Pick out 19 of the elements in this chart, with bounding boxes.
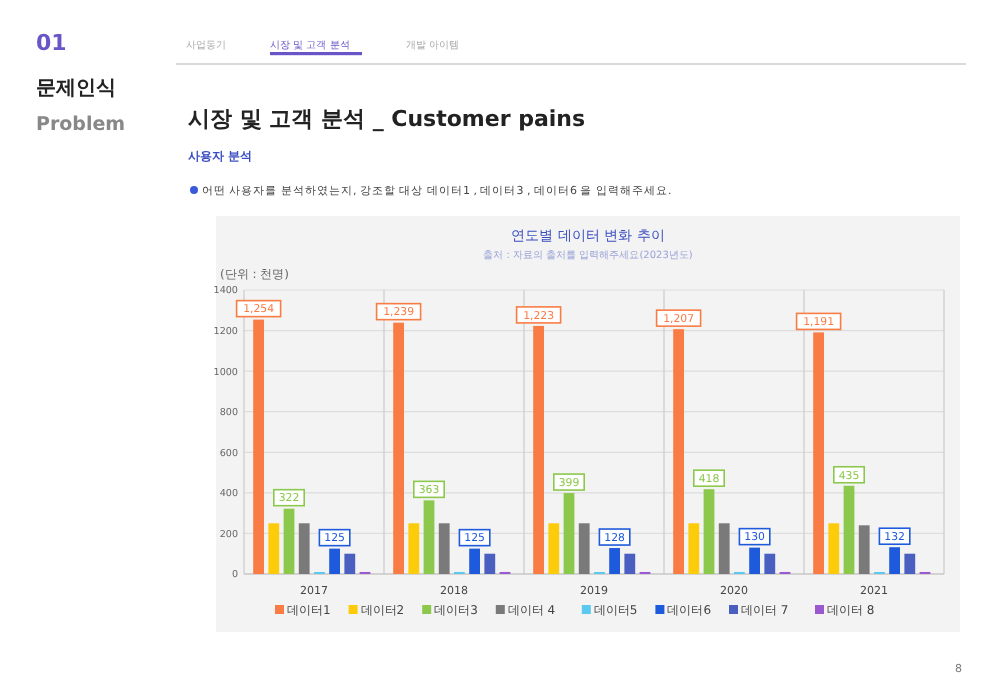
bar — [718, 523, 730, 574]
bar — [548, 523, 560, 574]
bar — [298, 523, 310, 574]
bar — [688, 523, 700, 574]
bar — [408, 523, 420, 574]
text: 01 — [36, 30, 67, 56]
bar — [268, 523, 280, 574]
bar — [764, 553, 776, 574]
bar — [484, 553, 496, 574]
text: 시장 및 고객 분석 _ Customer pains — [188, 106, 586, 132]
bar — [904, 553, 916, 574]
bar — [858, 525, 870, 574]
bar — [624, 553, 636, 574]
bar — [438, 523, 450, 574]
bar — [828, 523, 840, 574]
text: Problem — [36, 114, 126, 136]
bar — [578, 523, 590, 574]
text: 문제인식 — [36, 78, 116, 100]
bar — [344, 553, 356, 574]
